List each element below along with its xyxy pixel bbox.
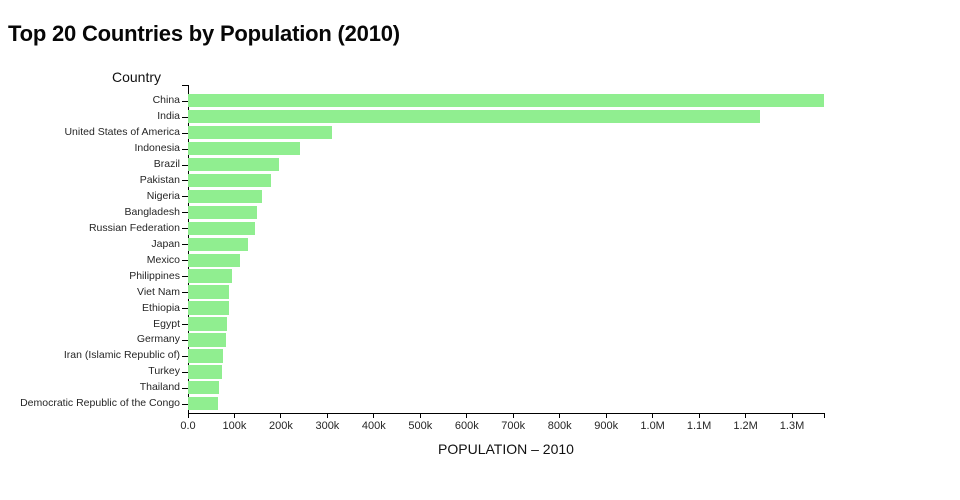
bar [188,205,258,220]
x-tick-label: 1.1M [686,420,712,432]
bar [188,237,248,251]
y-tick-label: Philippines [129,269,180,282]
y-tick-label: Brazil [153,158,180,170]
y-axis-top-tick [181,85,188,86]
bar [188,173,272,188]
y-tick [181,355,188,357]
y-tick [181,244,188,246]
x-tick-label: 600k [454,420,479,432]
y-tick [181,148,188,150]
y-tick [181,228,188,230]
y-tick-label: Russian Federation [88,221,180,234]
x-tick-label: 900k [594,420,619,432]
x-tick [698,413,700,418]
x-tick [373,413,375,418]
y-tick-label: Bangladesh [124,205,180,218]
bar [188,189,262,204]
bar [188,141,301,156]
y-tick [181,371,188,373]
y-tick [181,196,188,198]
y-tick [181,180,188,182]
x-tick [791,413,793,418]
bar [188,269,232,283]
y-tick-label: Germany [136,333,180,346]
y-tick-label: Egypt [153,317,180,330]
x-tick [559,413,561,418]
x-tick-label: 1.2M [733,420,758,432]
chart-title: Top 20 Countries by Population (2010) [8,21,400,46]
y-tick [181,403,188,405]
y-tick-label: Japan [151,237,180,250]
y-tick [181,100,188,102]
x-tick [466,413,468,418]
bar [188,381,219,395]
y-tick-label: United States of America [64,126,180,139]
x-tick [419,413,421,418]
x-tick-label: 700k [501,420,526,432]
y-tick [181,212,188,214]
y-tick-label: Indonesia [134,142,180,155]
y-tick-label: Thailand [139,381,180,394]
y-tick-label: Viet Nam [137,285,180,298]
y-tick-label: Turkey [148,365,180,378]
bar [188,221,255,235]
bar [188,253,241,267]
x-tick-label: 400k [361,420,386,432]
y-tick [181,132,188,134]
y-tick [181,260,188,262]
x-tick-label: 500k [408,420,433,432]
x-tick-label: 200k [268,420,293,432]
x-tick [280,413,282,418]
bar [188,109,760,124]
x-axis-title: POPULATION – 2010 [438,441,574,457]
y-tick [181,387,188,389]
x-tick-label: 1.0M [640,420,665,432]
bar [188,333,226,347]
y-tick [181,339,188,341]
bar [188,301,229,315]
bar [188,365,222,379]
y-tick [181,324,188,325]
bar [188,285,229,299]
x-tick [187,413,189,418]
y-tick-label: Iran (Islamic Republic of) [63,349,180,362]
y-tick [181,116,188,118]
x-tick [512,413,514,418]
bar [188,317,227,331]
bar [188,397,218,411]
y-tick-label: Mexico [146,253,180,266]
y-tick-label: Ethiopia [142,301,180,314]
x-tick-label: 0.0 [180,420,196,432]
bar [188,157,279,172]
x-tick-label: 300k [315,420,340,432]
y-tick-label: China [152,94,180,107]
x-tick-label: 1.3M [779,420,805,432]
x-tick [605,413,607,418]
y-tick-label: Nigeria [146,189,180,202]
bar [188,349,223,363]
x-axis-end-tick [823,413,825,418]
x-tick [652,413,654,418]
y-tick-label: Pakistan [139,173,180,186]
x-axis-line [187,413,825,414]
y-axis-title: Country [112,69,162,85]
x-tick [233,413,235,418]
x-tick-label: 800k [547,420,572,432]
y-tick-label: India [157,110,180,123]
bar [188,125,332,140]
bar [188,94,824,108]
y-tick [181,276,188,278]
y-tick-label: Democratic Republic of the Congo [20,397,180,410]
y-tick [181,308,188,310]
x-tick [745,413,747,418]
x-tick [326,413,328,418]
y-tick [181,292,188,294]
y-tick [181,164,188,166]
x-tick-label: 100k [222,420,247,432]
